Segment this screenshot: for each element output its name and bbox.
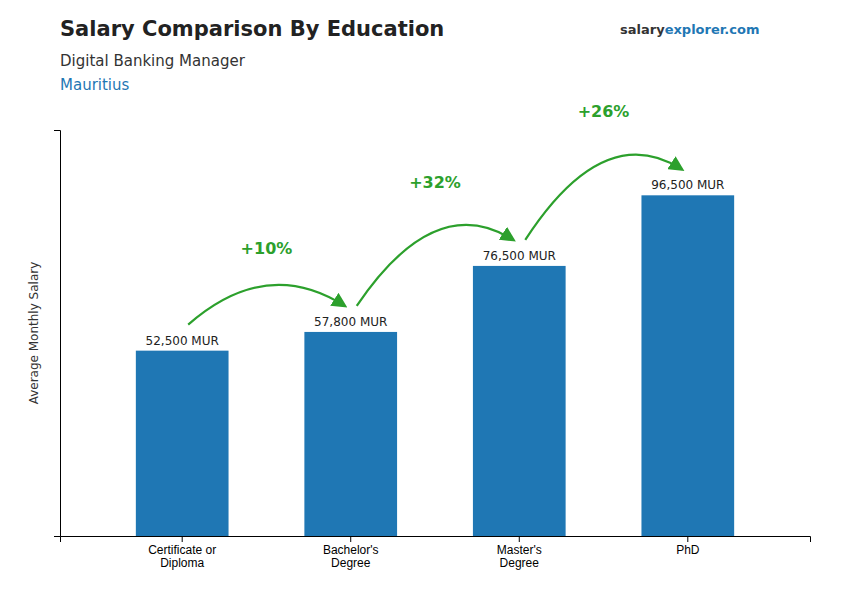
x-axis: Certificate orDiplomaBachelor'sDegreeMas… — [61, 536, 811, 570]
x-tick-label-line: Bachelor's — [323, 543, 379, 557]
y-axis-line — [54, 131, 61, 537]
change-arrow — [188, 285, 345, 325]
x-tick-label-line: PhD — [676, 543, 700, 557]
data-label: 76,500 MUR — [483, 249, 556, 263]
bar — [641, 195, 734, 536]
data-label: 96,500 MUR — [651, 178, 724, 192]
x-tick-label: Bachelor'sDegree — [323, 543, 379, 571]
x-tick: PhD — [676, 536, 700, 557]
change-arrow — [357, 225, 514, 306]
data-label: 52,500 MUR — [146, 334, 219, 348]
subtitle: Digital Banking Manager — [60, 52, 246, 70]
y-axis — [54, 131, 61, 537]
plot: Certificate orDiplomaBachelor'sDegreeMas… — [54, 102, 811, 570]
x-tick-label: PhD — [676, 543, 700, 557]
annotations: +10% +32% +26% — [188, 102, 682, 324]
change-arrow — [525, 155, 682, 240]
change-label: +26% — [578, 102, 630, 121]
watermark-part: explorer.com — [665, 22, 760, 37]
x-tick-label: Master'sDegree — [497, 543, 542, 571]
bar — [136, 351, 229, 536]
data-label: 57,800 MUR — [314, 315, 387, 329]
watermark: salaryexplorer.com — [620, 22, 759, 37]
title: Salary Comparison By Education — [60, 17, 444, 41]
x-tick-label-line: Diploma — [160, 556, 204, 570]
data-labels: 52,500 MUR 57,800 MUR 76,500 MUR 96,500 MUR — [146, 178, 725, 347]
watermark-part: salary — [620, 22, 665, 37]
x-tick: Certificate orDiploma — [148, 536, 216, 570]
x-tick-mark — [350, 536, 351, 542]
bar — [304, 332, 397, 536]
x-tick-mark — [687, 536, 688, 542]
x-tick-label-line: Master's — [497, 543, 542, 557]
x-tick-mark — [519, 536, 520, 542]
chart: Salary Comparison By Education Digital Ba… — [0, 0, 850, 606]
x-tick-label-line: Degree — [500, 556, 540, 570]
bars — [136, 195, 734, 536]
x-tick-label: Certificate orDiploma — [148, 543, 216, 571]
x-tick-mark — [182, 536, 183, 542]
x-tick-label-line: Certificate or — [148, 543, 216, 557]
x-tick: Bachelor'sDegree — [323, 536, 379, 570]
change-label: +10% — [241, 239, 293, 258]
change-label: +32% — [409, 173, 461, 192]
x-tick-label-line: Degree — [331, 556, 371, 570]
location: Mauritius — [60, 76, 130, 94]
x-tick: Master'sDegree — [497, 536, 542, 570]
y-axis-title: Average Monthly Salary — [27, 262, 41, 405]
bar — [473, 266, 566, 536]
x-axis-line — [61, 537, 811, 543]
